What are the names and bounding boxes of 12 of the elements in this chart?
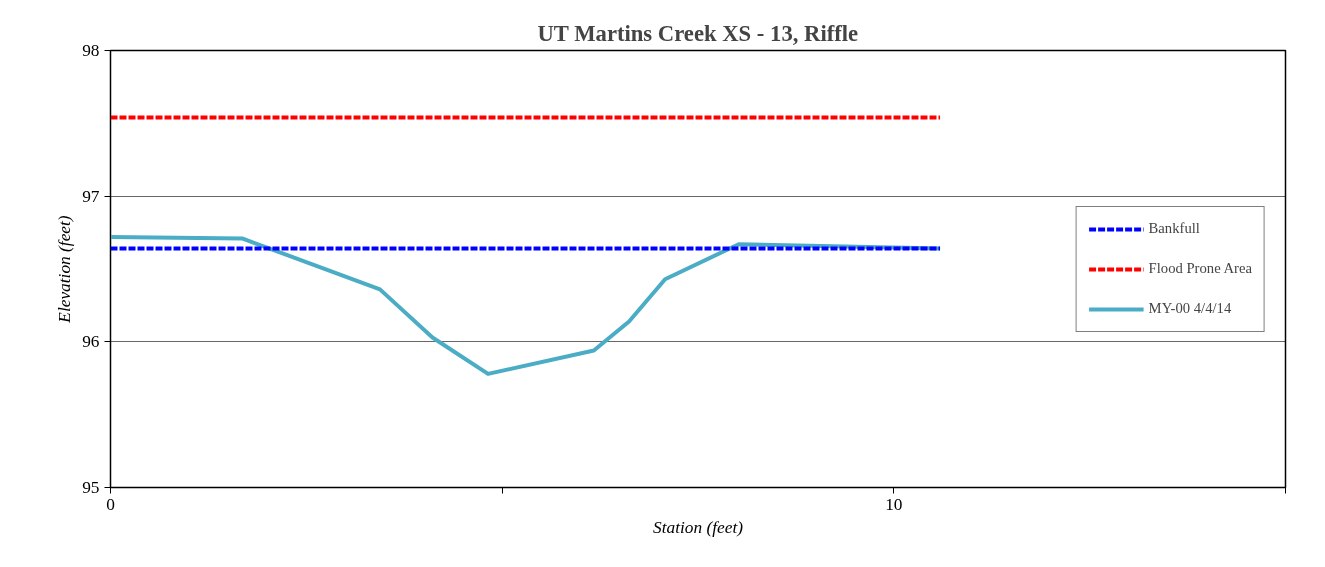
legend-label: MY-00 4/4/14 bbox=[1148, 300, 1232, 317]
y-axis-title: Elevation (feet) bbox=[55, 215, 75, 324]
y-tick-label: 95 bbox=[82, 478, 100, 497]
legend-label: Flood Prone Area bbox=[1148, 260, 1252, 277]
chart-title: UT Martins Creek XS - 13, Riffle bbox=[537, 20, 859, 46]
x-tick-label: 10 bbox=[885, 494, 903, 514]
y-tick-label: 97 bbox=[82, 186, 100, 206]
x-tick-label: 0 bbox=[106, 494, 115, 514]
x-axis-title: Station (feet) bbox=[653, 517, 744, 537]
y-tick-label: 98 bbox=[82, 41, 100, 60]
legend-label: Bankfull bbox=[1148, 220, 1200, 237]
y-tick-label: 96 bbox=[82, 332, 100, 352]
